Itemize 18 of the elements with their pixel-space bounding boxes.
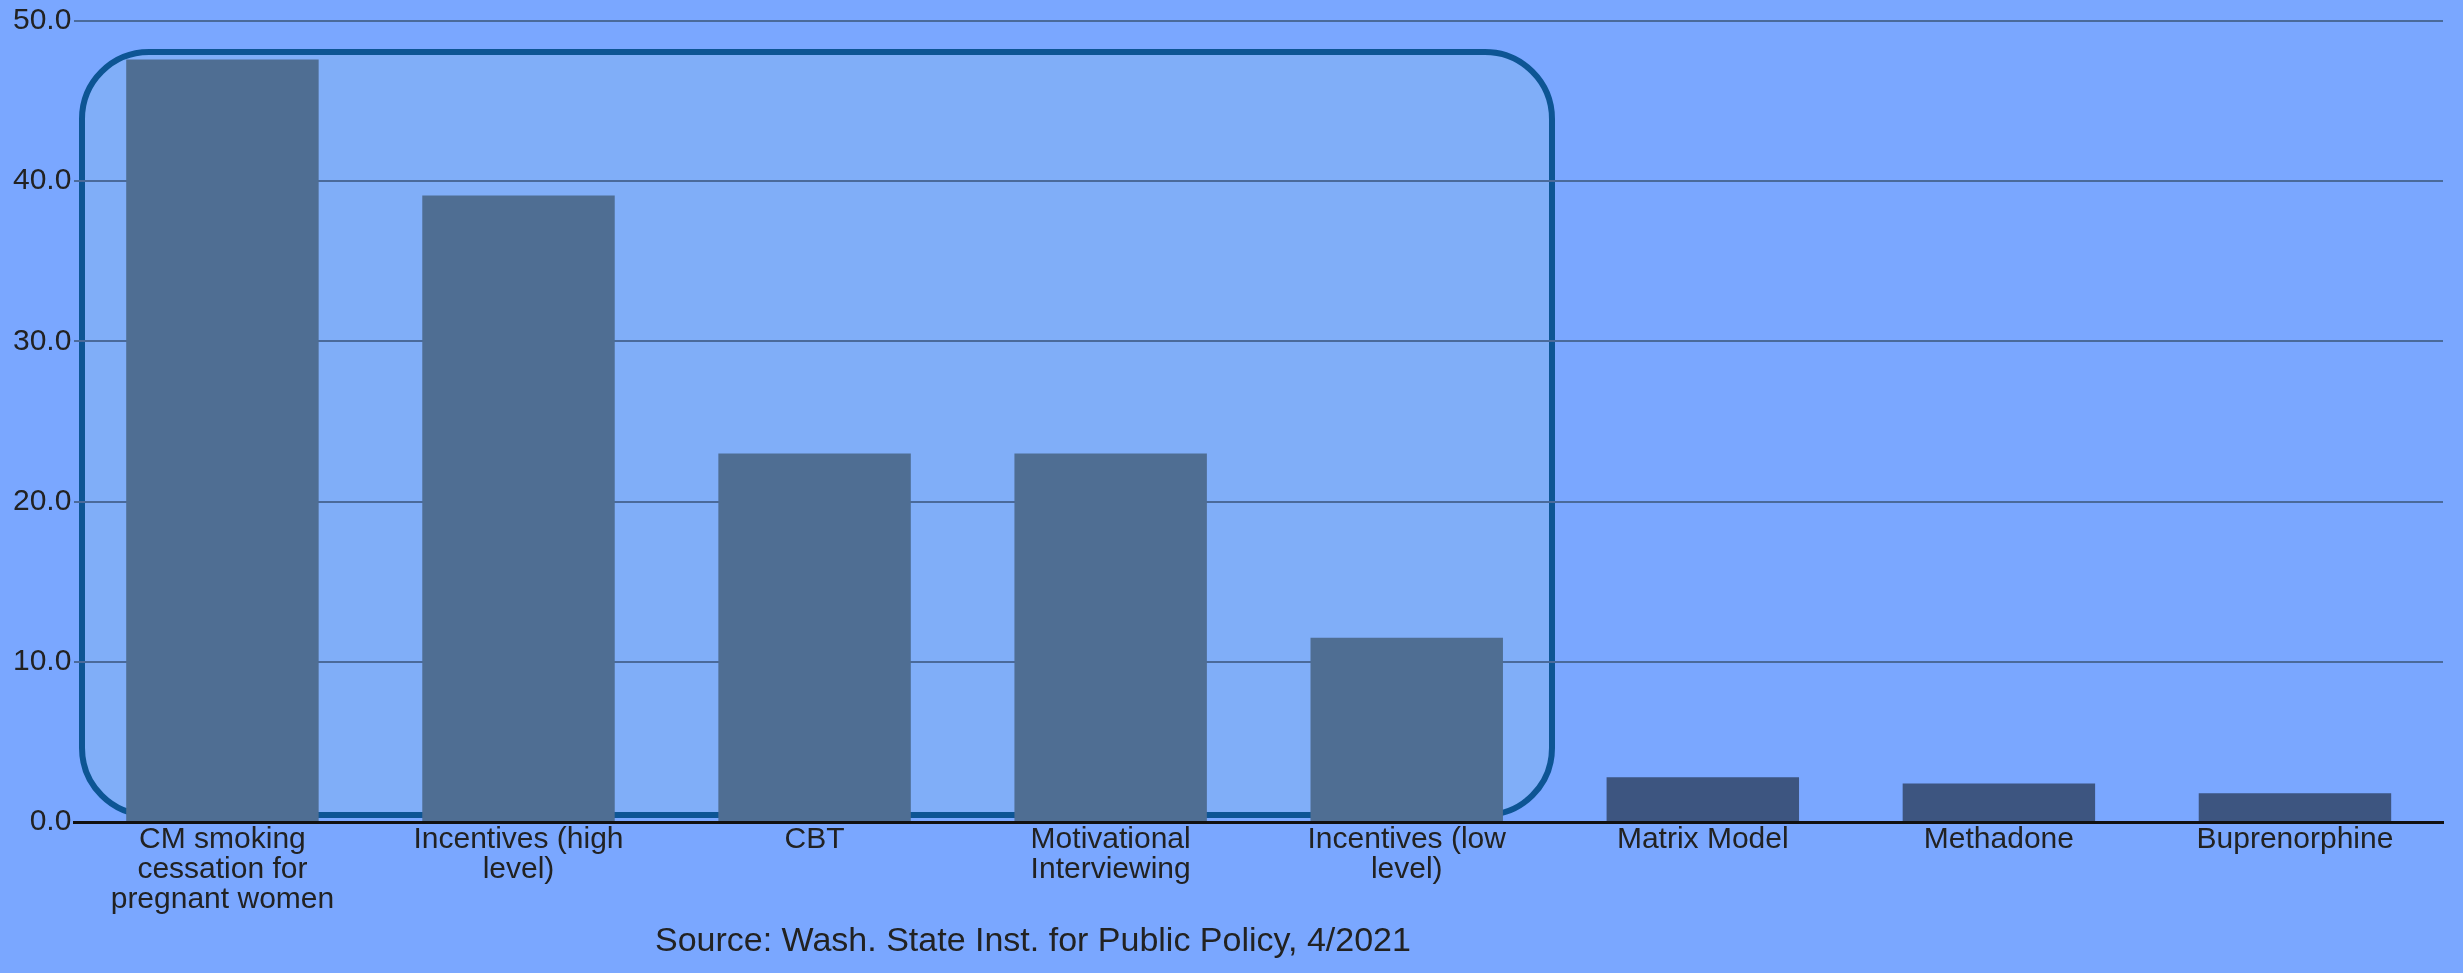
source-note: Source: Wash. State Inst. for Public Policy, 4/2021	[655, 920, 1411, 959]
x-tick-label: CBT	[784, 821, 845, 855]
x-tick-label: Matrix Model	[1616, 821, 1789, 855]
x-tick-label: Buprenorphine	[2196, 821, 2394, 855]
x-tick-label: CM smoking cessation for pregnant women	[110, 821, 335, 915]
x-tick-label: Incentives (high level)	[413, 821, 624, 885]
y-tick-label: 0.0	[29, 803, 72, 837]
y-tick-label: 20.0	[13, 482, 72, 516]
bar	[1606, 777, 1800, 821]
bar	[2198, 793, 2392, 821]
y-tick-label: 10.0	[13, 643, 72, 677]
y-tick-label: 50.0	[13, 2, 72, 36]
x-tick-label: Methadone	[1923, 821, 2074, 855]
x-tick-label: Incentives (low level)	[1307, 821, 1507, 885]
x-tick-label: Motivational Interviewing	[1030, 821, 1191, 885]
y-tick-label: 40.0	[13, 162, 72, 196]
y-tick-label: 30.0	[13, 322, 72, 356]
bar	[1902, 783, 2096, 821]
